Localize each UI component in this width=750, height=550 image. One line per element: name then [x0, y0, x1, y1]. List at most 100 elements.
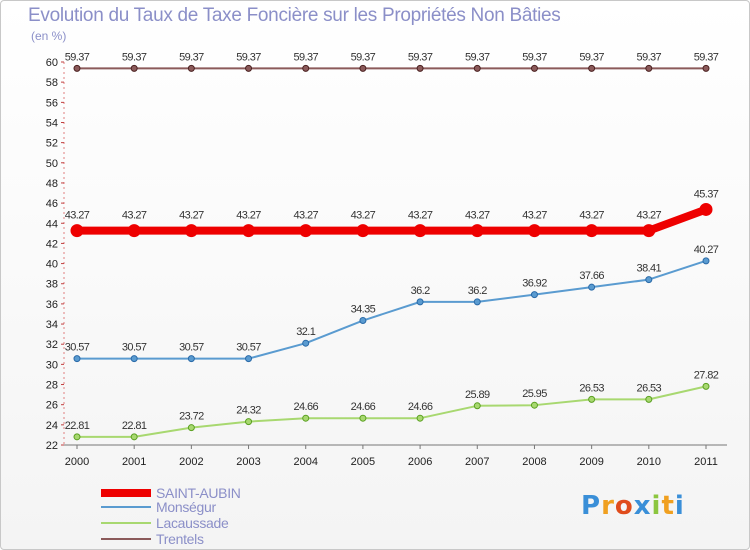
data-point-monsegur [645, 276, 653, 284]
data-point-trentels [702, 64, 710, 72]
logo-letter: i [651, 491, 662, 521]
data-point-trentels [359, 64, 367, 72]
data-label-monsegur: 36.2 [468, 285, 487, 297]
data-label-saint-aubin: 43.27 [179, 210, 204, 222]
data-point-saint-aubin [642, 224, 656, 238]
legend-label: Trentels [156, 531, 204, 547]
data-label-trentels: 59.37 [522, 51, 547, 63]
data-label-lacaussade: 24.32 [236, 405, 261, 417]
data-point-saint-aubin [527, 224, 541, 238]
data-point-saint-aubin [585, 224, 599, 238]
y-unit-label: (en %) [31, 29, 67, 43]
legend-label: SAINT-AUBIN [156, 485, 241, 501]
data-label-lacaussade: 25.95 [522, 388, 547, 400]
data-label-monsegur: 30.57 [65, 342, 90, 354]
data-point-lacaussade [73, 433, 81, 441]
data-point-saint-aubin [356, 224, 370, 238]
data-label-monsegur: 36.92 [522, 278, 547, 290]
legend-swatch-trentels [101, 538, 151, 540]
logo-letter: x [633, 491, 652, 521]
data-label-saint-aubin: 43.27 [522, 210, 547, 222]
data-point-monsegur [130, 355, 138, 363]
x-tick-label: 2010 [637, 456, 661, 468]
data-label-trentels: 59.37 [465, 51, 490, 63]
data-label-trentels: 59.37 [351, 51, 376, 63]
y-tick-label: 60 [46, 57, 58, 69]
data-point-saint-aubin [699, 202, 713, 216]
data-point-monsegur [588, 283, 596, 291]
data-label-monsegur: 37.66 [579, 270, 604, 282]
proxiti-logo: Proxiti [581, 491, 685, 521]
logo-letter: o [614, 491, 634, 521]
x-tick-label: 2000 [65, 456, 89, 468]
data-label-monsegur: 30.57 [236, 342, 261, 354]
data-point-monsegur [702, 257, 710, 265]
data-point-lacaussade [302, 414, 310, 422]
y-tick-label: 24 [46, 420, 58, 432]
y-tick-label: 38 [46, 279, 58, 291]
x-tick-label: 2002 [179, 456, 203, 468]
y-tick-label: 36 [46, 299, 58, 311]
data-label-saint-aubin: 43.27 [122, 210, 147, 222]
data-point-monsegur [416, 298, 424, 306]
data-point-saint-aubin [127, 224, 141, 238]
y-tick-label: 48 [46, 178, 58, 190]
legend-swatch-monsegur [101, 506, 151, 508]
data-point-saint-aubin [184, 224, 198, 238]
y-tick-label: 46 [46, 198, 58, 210]
y-tick-label: 34 [46, 319, 58, 331]
x-tick-label: 2004 [293, 456, 317, 468]
data-label-monsegur: 34.35 [351, 304, 376, 316]
data-label-saint-aubin: 43.27 [236, 210, 261, 222]
x-tick-label: 2007 [465, 456, 489, 468]
data-label-trentels: 59.37 [65, 51, 90, 63]
x-tick-label: 2011 [694, 456, 718, 468]
chart-title: Evolution du Taux de Taxe Foncière sur l… [28, 5, 561, 26]
data-point-trentels [473, 64, 481, 72]
legend-swatch-saint-aubin [101, 489, 151, 497]
data-label-lacaussade: 26.53 [579, 382, 604, 394]
data-label-saint-aubin: 45.37 [694, 188, 719, 200]
x-tick-label: 2008 [522, 456, 546, 468]
data-point-monsegur [302, 339, 310, 347]
logo-letter: i [674, 491, 685, 521]
data-point-trentels [130, 64, 138, 72]
data-label-lacaussade: 22.81 [65, 420, 90, 432]
y-tick-label: 26 [46, 400, 58, 412]
data-label-monsegur: 36.2 [411, 285, 430, 297]
data-point-lacaussade [702, 382, 710, 390]
data-label-saint-aubin: 43.27 [465, 210, 490, 222]
data-point-lacaussade [588, 395, 596, 403]
data-point-trentels [530, 64, 538, 72]
data-label-lacaussade: 24.66 [293, 401, 318, 413]
data-label-saint-aubin: 43.27 [579, 210, 604, 222]
series-line-lacaussade [76, 385, 707, 438]
legend-item-saint-aubin: SAINT-AUBIN [101, 485, 361, 501]
x-tick-label: 2003 [236, 456, 260, 468]
data-point-saint-aubin [470, 224, 484, 238]
y-tick-label: 22 [46, 440, 58, 452]
y-tick-label: 54 [46, 117, 58, 129]
data-point-lacaussade [130, 433, 138, 441]
data-label-trentels: 59.37 [637, 51, 662, 63]
data-label-saint-aubin: 43.27 [65, 210, 90, 222]
data-point-lacaussade [473, 402, 481, 410]
legend-item-trentels: Trentels [101, 531, 361, 547]
data-point-lacaussade [359, 414, 367, 422]
axes: 22 24 26 28 30 32 34 36 38 40 42 44 46 48 50 52 54 56 58 60… [46, 57, 727, 468]
series-line-saint-aubin [73, 205, 710, 235]
data-label-trentels: 59.37 [236, 51, 261, 63]
logo-letter: P [581, 491, 602, 521]
data-point-lacaussade [416, 414, 424, 422]
data-point-saint-aubin [70, 224, 84, 238]
data-label-saint-aubin: 43.27 [637, 210, 662, 222]
y-tick-label: 50 [46, 158, 58, 170]
legend-item-lacaussade: Lacaussade [101, 515, 361, 531]
logo-letter: r [601, 491, 615, 521]
data-label-lacaussade: 26.53 [637, 382, 662, 394]
legend-item-monsegur: Monségur [101, 499, 361, 515]
data-point-monsegur [530, 291, 538, 299]
logo-letter: t [661, 491, 675, 521]
y-tick-label: 28 [46, 380, 58, 392]
data-label-trentels: 59.37 [122, 51, 147, 63]
